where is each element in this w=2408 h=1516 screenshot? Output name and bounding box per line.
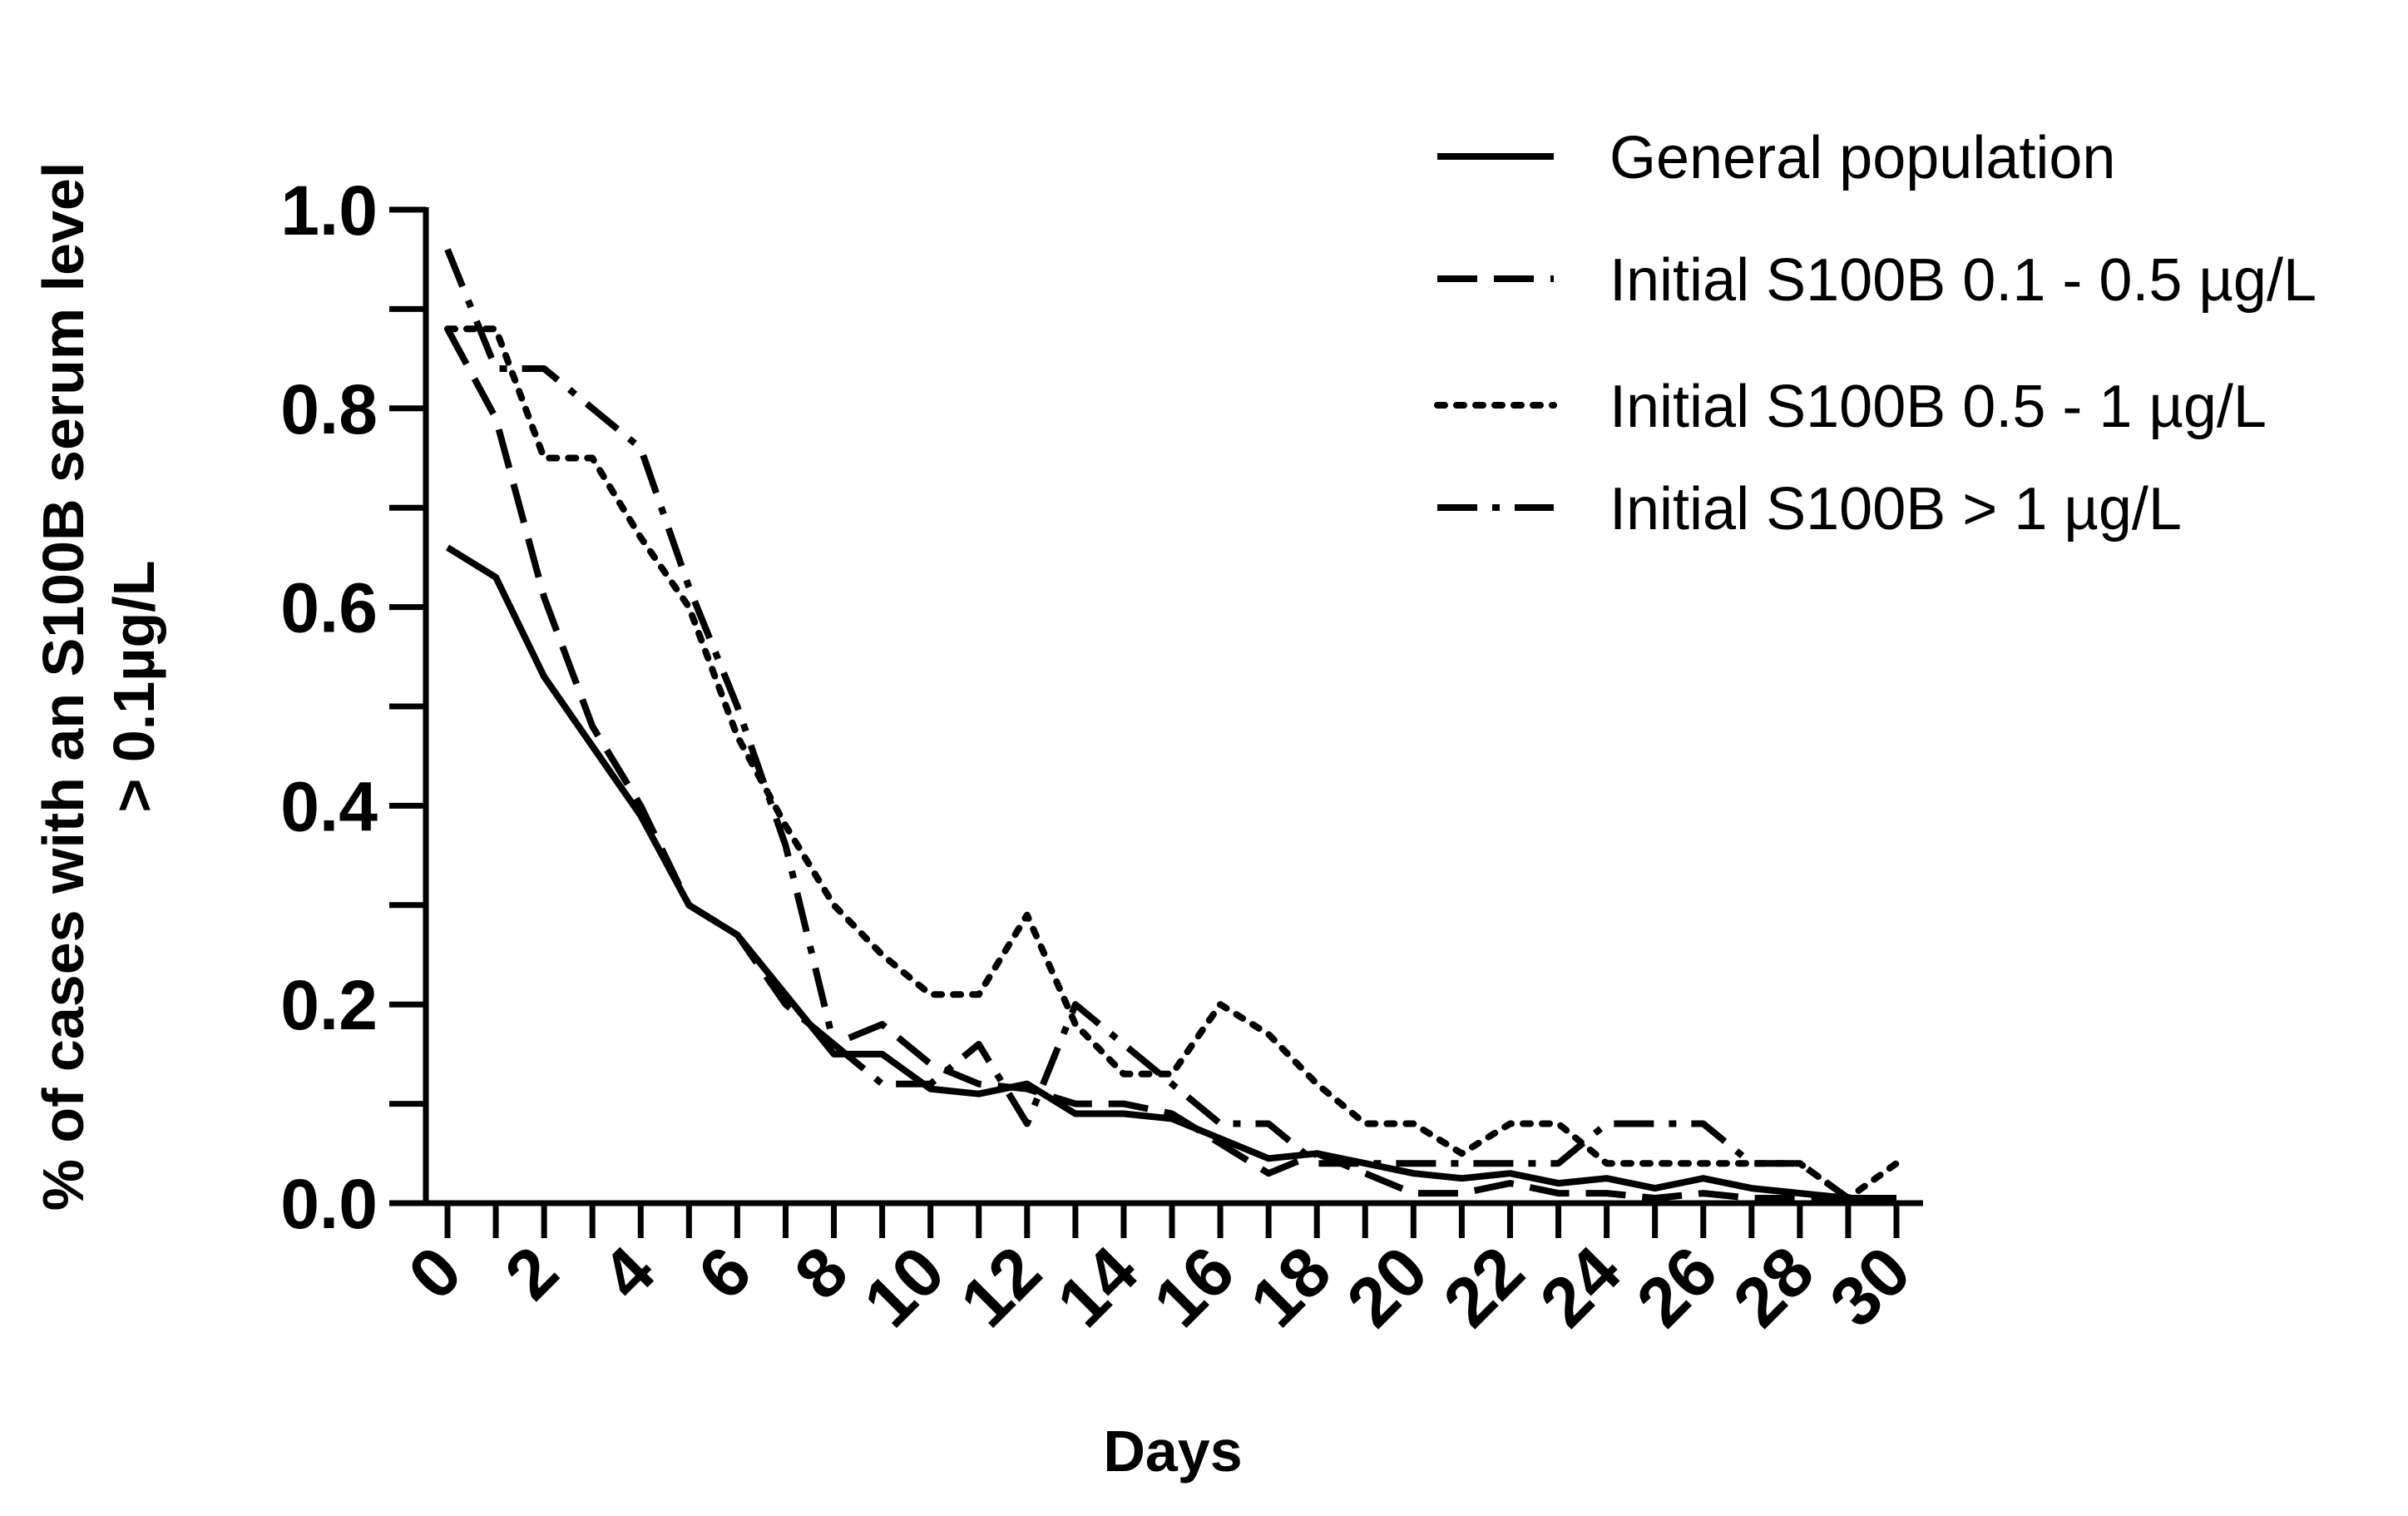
- legend-label-4: Initial S100B > 1 µg/L: [1609, 476, 2182, 542]
- x-axis-title: Days: [1103, 1419, 1242, 1484]
- x-tick-label: 26: [1622, 1231, 1733, 1342]
- x-tick-label: 6: [683, 1231, 766, 1315]
- x-tick-label: 28: [1718, 1231, 1829, 1342]
- legend: General population Initial S100B 0.1 - 0.…: [1434, 125, 2317, 542]
- legend-label-3: Initial S100B 0.5 - 1 µg/L: [1609, 374, 2267, 440]
- x-tick-label: 30: [1815, 1231, 1926, 1342]
- series-line-1: [445, 544, 1896, 1201]
- y-tick-label: 0.6: [280, 569, 378, 647]
- x-tick-label: 12: [946, 1231, 1056, 1342]
- x-tick-label: 24: [1525, 1231, 1635, 1342]
- x-tick-label: 14: [1042, 1231, 1153, 1342]
- x-tick-label: 22: [1428, 1231, 1539, 1342]
- series-layer: [444, 248, 1900, 1201]
- x-tick-label: 18: [1235, 1231, 1346, 1342]
- legend-label-2: Initial S100B 0.1 - 0.5 µg/L: [1609, 247, 2317, 314]
- series-line-2: [444, 327, 1896, 1201]
- legend-label-1: General population: [1609, 125, 2115, 191]
- y-tick-label: 0.0: [280, 1165, 378, 1243]
- series-line-3: [444, 325, 1900, 1201]
- x-tick-label: 2: [490, 1231, 573, 1315]
- y-tick-label: 1.0: [280, 171, 378, 250]
- y-axis-title-line2: > 0.1µg/L: [101, 561, 166, 813]
- x-tick-label: 0: [393, 1231, 477, 1315]
- y-tick-label: 0.2: [280, 966, 378, 1044]
- x-tick-label: 20: [1332, 1231, 1442, 1342]
- y-axis-title-line1: % of cases with an S100B serum level: [31, 162, 96, 1211]
- y-axis-title: % of cases with an S100B serum level > 0…: [31, 162, 166, 1211]
- y-tick-label: 0.8: [280, 370, 378, 448]
- series-line-4: [444, 248, 1896, 1201]
- x-tick-label: 4: [586, 1231, 670, 1315]
- x-tick-label: 10: [849, 1231, 960, 1342]
- axes: 0.00.20.40.60.81.00 2 4 6 810121416182022242…: [280, 171, 1925, 1341]
- x-tick-label: 16: [1139, 1231, 1249, 1342]
- y-tick-label: 0.4: [280, 767, 378, 845]
- x-tick-label: 8: [779, 1231, 863, 1315]
